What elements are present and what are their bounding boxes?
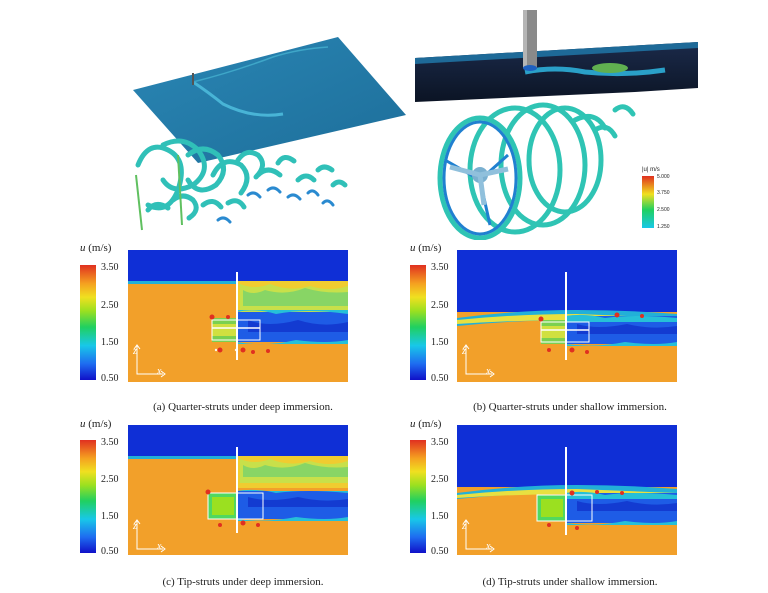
- colorbar-tick: 1.50: [101, 337, 119, 348]
- colorbar-unit: (m/s): [88, 418, 112, 430]
- colorbar-tick: 2.50: [431, 300, 449, 311]
- colorbar-tick: 1.50: [101, 511, 119, 522]
- axes-indicator: z x: [462, 519, 502, 553]
- colorbar: [410, 440, 426, 553]
- colorbar-tick: 2.50: [101, 474, 119, 485]
- render-legend-bar: [642, 176, 654, 228]
- colorbar-title: u (m/s): [410, 242, 441, 254]
- colorbar-tick: 0.50: [101, 546, 119, 557]
- caption-d: (d) Tip-struts under shallow immersion.: [482, 576, 658, 588]
- colorbar-tick: 2.50: [431, 474, 449, 485]
- colorbar-symbol: u: [410, 242, 416, 254]
- axis-label-x: x: [157, 541, 162, 552]
- contour-panel-c: [128, 425, 348, 555]
- colorbar-title: u (m/s): [80, 418, 111, 430]
- caption-c: (c) Tip-struts under deep immersion.: [162, 576, 324, 588]
- colorbar-unit: (m/s): [418, 242, 442, 254]
- colorbar-tick: 3.50: [101, 262, 119, 273]
- colorbar-tick: 3.50: [101, 437, 119, 448]
- render-legend-tick: 2.500: [657, 207, 670, 213]
- colorbar-symbol: u: [80, 418, 86, 430]
- contour-panel-a: [128, 250, 348, 382]
- colorbar: [410, 265, 426, 380]
- colorbar-unit: (m/s): [88, 242, 112, 254]
- render-legend-title: |u| m/s: [642, 167, 660, 173]
- colorbar: [80, 265, 96, 380]
- colorbar-tick: 1.50: [431, 511, 449, 522]
- render-legend-tick: 5.000: [657, 174, 670, 180]
- colorbar-tick: 0.50: [101, 373, 119, 384]
- axis-label-z: z: [133, 346, 137, 357]
- axis-label-z: z: [133, 521, 137, 532]
- caption-b: (b) Quarter-struts under shallow immersi…: [473, 401, 667, 413]
- contour-panel-b: [457, 250, 677, 382]
- render-shallow-immersion: [415, 10, 700, 240]
- axis-label-z: z: [462, 521, 466, 532]
- caption-a: (a) Quarter-struts under deep immersion.: [153, 401, 333, 413]
- colorbar-tick: 0.50: [431, 373, 449, 384]
- render-legend-tick: 3.750: [657, 190, 670, 196]
- colorbar-tick: 0.50: [431, 546, 449, 557]
- axis-label-z: z: [462, 346, 466, 357]
- contour-panel-d: [457, 425, 677, 555]
- colorbar-tick: 2.50: [101, 300, 119, 311]
- colorbar-title: u (m/s): [80, 242, 111, 254]
- axis-label-x: x: [486, 541, 491, 552]
- colorbar-tick: 3.50: [431, 262, 449, 273]
- colorbar-tick: 3.50: [431, 437, 449, 448]
- axes-indicator: z x: [133, 344, 173, 378]
- render-deep-immersion: [118, 25, 408, 235]
- axes-indicator: z x: [462, 344, 502, 378]
- colorbar-symbol: u: [410, 418, 416, 430]
- render-legend-tick: 1.250: [657, 224, 670, 230]
- colorbar: [80, 440, 96, 553]
- colorbar-tick: 1.50: [431, 337, 449, 348]
- colorbar-unit: (m/s): [418, 418, 442, 430]
- colorbar-title: u (m/s): [410, 418, 441, 430]
- axis-label-x: x: [157, 366, 162, 377]
- axis-label-x: x: [486, 366, 491, 377]
- colorbar-symbol: u: [80, 242, 86, 254]
- axes-indicator: z x: [133, 519, 173, 553]
